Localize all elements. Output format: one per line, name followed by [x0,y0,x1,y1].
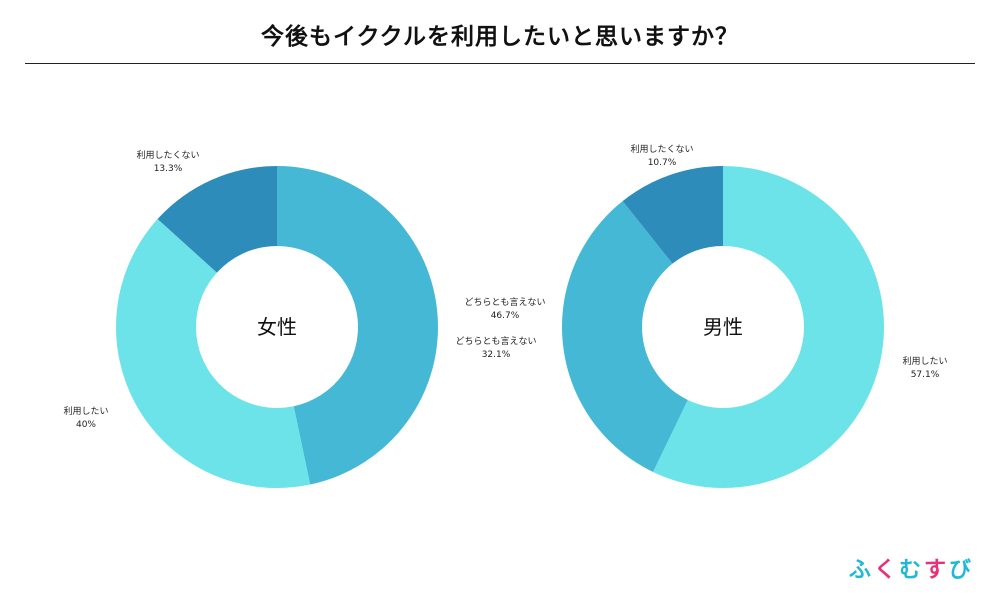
brand-logo-char: す [923,558,949,583]
donut-slice-1-1 [277,166,438,485]
slice-name-label: 利用したくない [136,149,199,161]
slice-value-label: 46.7% [491,311,520,321]
page-title: 今後もイククルを利用したいと思いますか？ [261,24,739,50]
slice-value-label: 40% [76,420,96,430]
donut-slice-1-2 [115,219,311,489]
donut-center-label: 男性 [703,315,743,339]
slice-name-label: どちらとも言えない [464,296,545,308]
donut-slice-2-2 [561,201,688,472]
slice-name-label: どちらとも言えない [455,335,536,347]
slice-name-label: 利用したい [63,405,108,417]
brand-logo-char: く [873,558,899,583]
brand-logo-char: ふ [848,558,874,583]
brand-logo-char: び [948,558,974,583]
donut-slice-2-1 [653,166,884,488]
slice-value-label: 13.3% [154,164,183,174]
slice-name-label: 利用したい [902,355,947,367]
donut-slice-1-3 [157,166,277,273]
slice-value-label: 32.1% [482,350,511,360]
brand-logo-char: む [898,558,924,583]
slice-value-label: 57.1% [911,370,940,380]
slice-value-label: 10.7% [648,158,677,168]
brand-logo: ふくむすび [849,552,974,584]
donut-center-label: 女性 [257,315,297,339]
title-divider [25,63,975,64]
slice-name-label: 利用したくない [630,143,693,155]
donut-slice-2-3 [622,166,723,264]
